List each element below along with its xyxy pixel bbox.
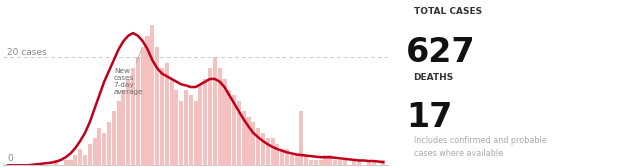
Bar <box>304 154 308 165</box>
Bar <box>276 144 279 165</box>
Text: Includes confirmed and probable
cases where available: Includes confirmed and probable cases wh… <box>413 136 546 158</box>
Bar <box>121 90 126 165</box>
Bar <box>261 133 265 165</box>
Bar <box>343 160 347 165</box>
Bar <box>251 122 255 165</box>
Bar <box>299 111 304 165</box>
Bar <box>203 79 207 165</box>
Bar <box>126 79 130 165</box>
Bar <box>102 133 107 165</box>
Bar <box>165 63 169 165</box>
Bar <box>174 90 179 165</box>
Bar <box>371 160 376 165</box>
Bar <box>309 160 313 165</box>
Text: 0: 0 <box>7 154 13 163</box>
Bar <box>98 128 101 165</box>
Text: DEATHS: DEATHS <box>413 73 454 82</box>
Bar <box>367 160 371 165</box>
Bar <box>193 101 198 165</box>
Bar <box>208 68 212 165</box>
Bar <box>131 68 135 165</box>
Text: New
cases
7-day
average: New cases 7-day average <box>114 49 144 95</box>
Bar <box>381 160 385 165</box>
Bar <box>256 128 260 165</box>
Bar <box>213 57 217 165</box>
Text: TOTAL CASES: TOTAL CASES <box>413 7 482 16</box>
Bar <box>112 111 116 165</box>
Bar <box>323 154 327 165</box>
Bar <box>64 160 68 165</box>
Bar <box>218 68 222 165</box>
Bar <box>88 144 92 165</box>
Bar <box>83 154 87 165</box>
Text: 627: 627 <box>406 36 476 69</box>
Bar <box>232 95 236 165</box>
Bar <box>170 79 174 165</box>
Bar <box>265 138 270 165</box>
Bar <box>155 47 159 165</box>
Bar <box>151 25 154 165</box>
Bar <box>136 57 140 165</box>
Bar <box>54 160 58 165</box>
Text: 20 cases: 20 cases <box>7 48 47 57</box>
Bar <box>160 68 164 165</box>
Bar <box>93 138 96 165</box>
Bar <box>198 84 202 165</box>
Bar <box>227 90 232 165</box>
Bar <box>237 101 241 165</box>
Bar <box>314 160 318 165</box>
Bar <box>329 154 332 165</box>
Bar <box>117 101 121 165</box>
Bar <box>333 160 337 165</box>
Bar <box>357 160 361 165</box>
Bar <box>290 154 294 165</box>
Bar <box>184 90 188 165</box>
Text: 17: 17 <box>406 101 453 134</box>
Bar <box>318 160 323 165</box>
Bar <box>73 154 77 165</box>
Bar <box>179 101 183 165</box>
Bar <box>280 149 285 165</box>
Bar <box>352 160 357 165</box>
Bar <box>140 47 145 165</box>
Bar <box>242 111 246 165</box>
Bar <box>285 149 289 165</box>
Bar <box>295 154 299 165</box>
Bar <box>107 122 111 165</box>
Bar <box>78 149 82 165</box>
Bar <box>271 138 274 165</box>
Bar <box>189 95 193 165</box>
Bar <box>338 160 342 165</box>
Bar <box>68 160 73 165</box>
Bar <box>145 36 149 165</box>
Bar <box>246 117 251 165</box>
Bar <box>223 79 226 165</box>
